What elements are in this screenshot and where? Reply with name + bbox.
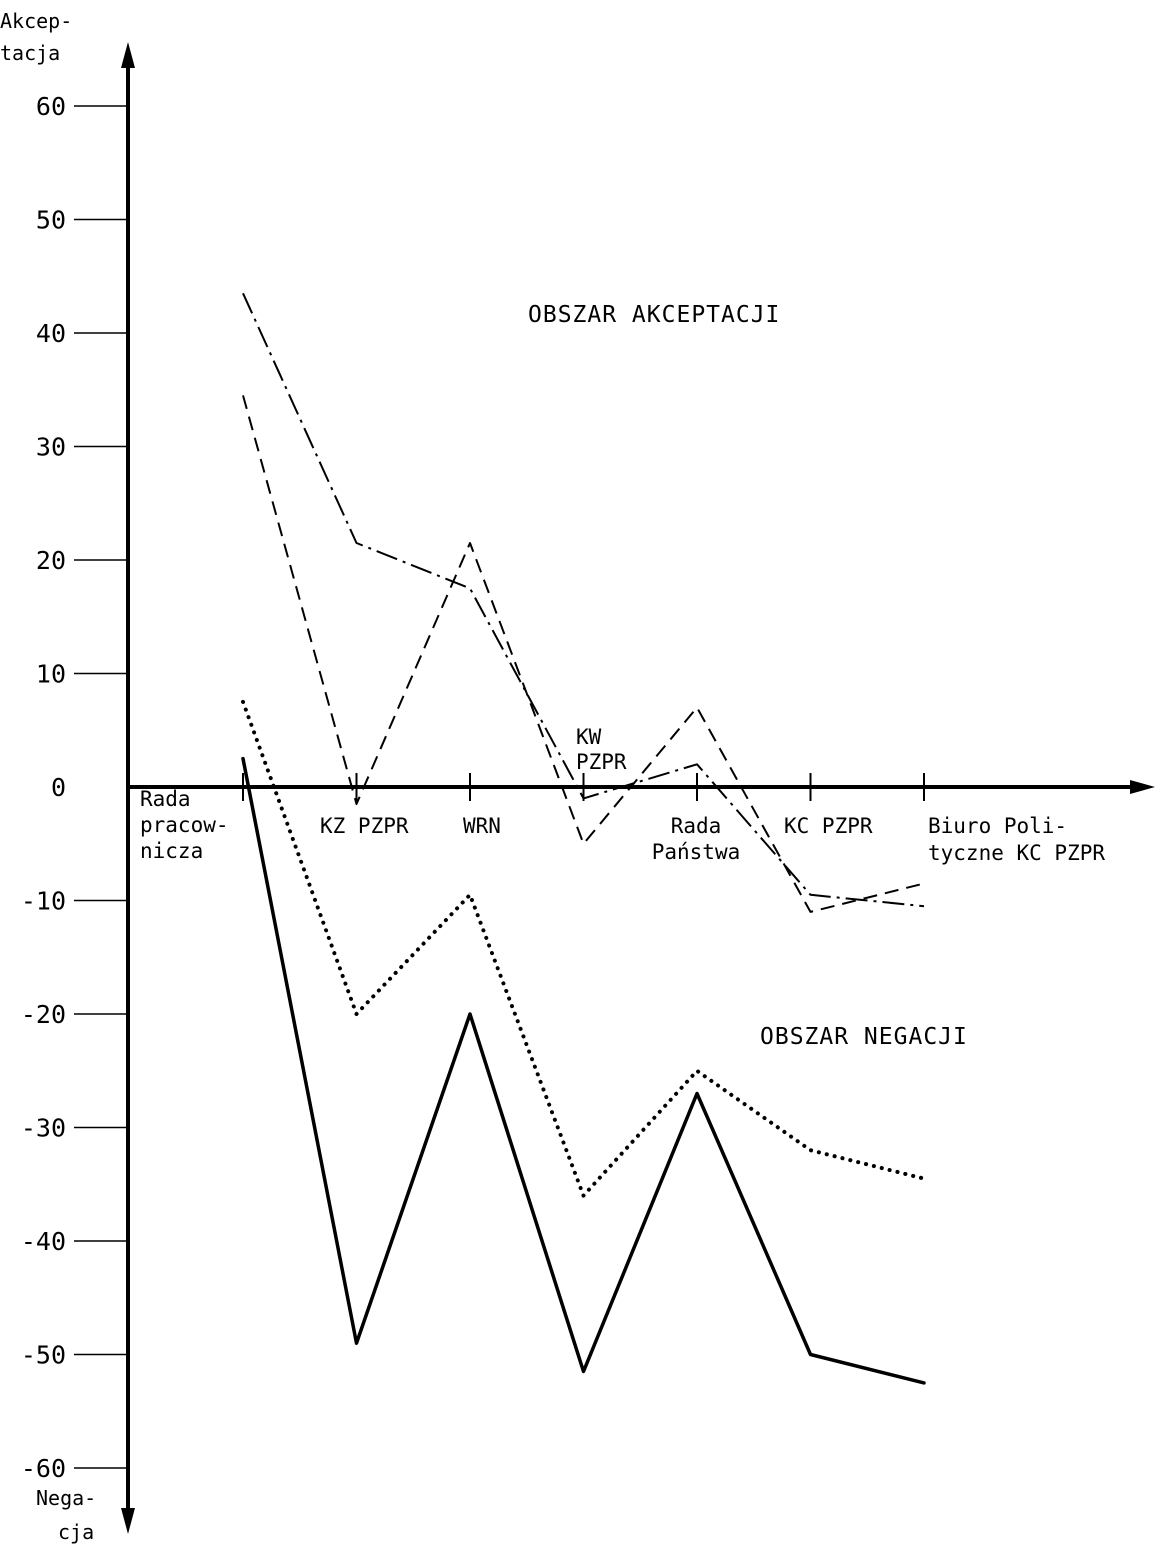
y-tick-label: 40 <box>36 319 66 348</box>
series-line-solid <box>241 756 926 1385</box>
y-tick-label: 0 <box>51 773 66 802</box>
y-axis-title-top-1: Akcep- <box>0 9 72 33</box>
series-line-dotted <box>241 699 926 1198</box>
x-axis-arrow <box>1130 780 1155 794</box>
x-category-label: KW <box>576 725 602 749</box>
y-tick-label: -10 <box>21 887 66 916</box>
y-axis-arrow-up <box>121 42 135 68</box>
x-category-label: nicza <box>140 839 203 863</box>
y-tick-label: -60 <box>21 1454 66 1483</box>
x-category-label: pracow- <box>140 813 229 837</box>
y-tick-label: -40 <box>21 1227 66 1256</box>
annotations: Akcep- tacja Nega- cja OBSZAR AKCEPTACJI… <box>0 9 968 1544</box>
x-category-label: Biuro Poli- <box>928 814 1067 838</box>
series-lines <box>241 292 926 1385</box>
y-tick-label: -30 <box>21 1114 66 1143</box>
y-tick-label: 30 <box>36 433 66 462</box>
y-axis-title-bottom-2: cja <box>58 1520 94 1544</box>
acceptance-area-label: OBSZAR AKCEPTACJI <box>528 302 780 328</box>
x-category-label: PZPR <box>576 750 627 774</box>
x-category-label: Rada <box>140 787 191 811</box>
y-tick-label: 20 <box>36 546 66 575</box>
y-tick-label: -20 <box>21 1000 66 1029</box>
x-category-label: Rada <box>671 814 722 838</box>
y-axis-title-bottom-1: Nega- <box>36 1486 96 1510</box>
x-category-label: tyczne KC PZPR <box>928 841 1105 865</box>
negation-area-label: OBSZAR NEGACJI <box>760 1024 968 1050</box>
y-tick-label: 10 <box>36 660 66 689</box>
y-tick-label: 50 <box>36 206 66 235</box>
y-tick-label: -50 <box>21 1341 66 1370</box>
x-category-label: KC PZPR <box>784 814 873 838</box>
axes <box>121 42 1155 1534</box>
x-category-label: Państwa <box>652 840 741 864</box>
x-category-label: WRN <box>463 814 501 838</box>
x-category-label: KZ PZPR <box>320 814 409 838</box>
series-line-dashed <box>242 395 925 913</box>
y-ticks: 60 50 40 30 20 10 0 -10 -20 -30 -40 -50 -60 <box>21 92 128 1483</box>
series-line-dash-dot <box>242 292 925 908</box>
y-axis-title-top-2: tacja <box>0 41 60 65</box>
y-tick-label: 60 <box>36 92 66 121</box>
y-axis-arrow-down <box>121 1508 135 1534</box>
